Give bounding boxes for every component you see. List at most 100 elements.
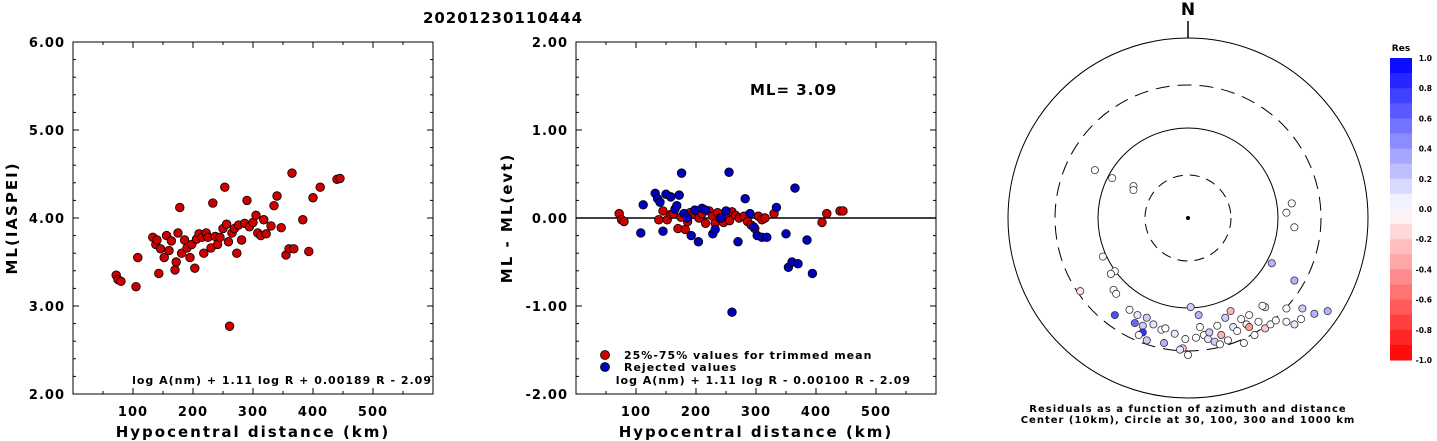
data-point (259, 215, 269, 225)
formula-text: log A(nm) + 1.11 log R - 0.00100 R - 2.0… (616, 374, 911, 387)
data-point-blue (781, 229, 791, 239)
data-point-blue (658, 226, 668, 236)
data-point (185, 252, 195, 263)
station-point (1205, 328, 1214, 337)
colorbar-tick-label: -0.6 (1416, 296, 1432, 305)
colorbar-tick-label: -1.0 (1416, 356, 1432, 365)
panel-magnitude: 100 200 300 400 500 2.00 3.00 4.00 5.00 6.00 ML(I… (3, 36, 434, 441)
data-point-blue (724, 167, 734, 177)
data-point-blue (762, 232, 772, 243)
data-point (304, 246, 314, 257)
data-point-blue (727, 307, 737, 317)
station-point (1213, 321, 1222, 330)
y-tick-label: 6.00 (29, 36, 65, 51)
data-point-blue (716, 213, 726, 223)
axis-ticks: 100 200 300 400 500 -2.00 -1.00 0.00 1.00 2.00 (526, 36, 936, 420)
station-point (1106, 269, 1115, 278)
x-tick-label: 300 (741, 405, 771, 420)
legend-marker-blue (600, 362, 610, 372)
data-point-blue (790, 183, 800, 193)
station-point (1098, 252, 1107, 261)
data-point (164, 245, 174, 256)
data-point-blue (655, 197, 665, 207)
station-point (1195, 323, 1204, 332)
station-point (1090, 166, 1099, 175)
x-axis-label: Hypocentral distance (km) (116, 423, 391, 441)
x-tick-label: 500 (358, 405, 388, 420)
data-point (315, 182, 325, 192)
legend-marker-red (600, 350, 610, 360)
data-point-blue (674, 190, 684, 200)
data-point (251, 210, 261, 221)
colorbar-swatch (1390, 73, 1412, 89)
data-point (276, 222, 286, 233)
station-point (1233, 327, 1242, 336)
station-point (1184, 350, 1193, 359)
data-point (155, 244, 166, 254)
colorbar-swatch (1390, 314, 1412, 331)
station-point (1237, 315, 1246, 324)
station-point (1226, 307, 1235, 316)
data-point-blue (676, 168, 687, 178)
y-tick-label: -2.00 (526, 388, 568, 403)
data-point (287, 168, 297, 178)
station-point (1223, 336, 1232, 345)
colorbar-tick-label: 0.4 (1419, 145, 1432, 154)
x-axis-label: Hypocentral distance (km) (619, 423, 894, 441)
y-axis-label: ML - ML(evt) (498, 153, 516, 283)
x-tick-label: 400 (298, 405, 328, 420)
colorbar-swatch (1390, 163, 1412, 180)
data-point (221, 219, 232, 229)
data-point (199, 248, 209, 258)
data-point (154, 268, 164, 279)
caption-line2: Center (10km), Circle at 30, 100, 300 an… (1021, 415, 1356, 426)
colorbar-swatch (1390, 148, 1412, 165)
colorbar-swatch (1390, 133, 1412, 150)
data-point-red (658, 206, 668, 216)
data-point (116, 276, 126, 287)
station-point (1298, 304, 1307, 313)
station-point (1191, 333, 1200, 342)
colorbar-tick-label: 0.2 (1419, 175, 1432, 184)
caption-line1: Residuals as a function of azimuth and d… (1029, 404, 1346, 415)
station-point (1130, 319, 1139, 328)
station-point (1108, 174, 1117, 183)
y-tick-label: 4.00 (29, 212, 65, 227)
y-tick-label: 2.00 (29, 388, 65, 403)
data-point-blue (793, 259, 803, 269)
x-tick-label: 200 (681, 405, 711, 420)
colorbar-title: Res (1392, 44, 1410, 54)
station-point (1076, 287, 1085, 296)
data-point-blue (700, 205, 711, 215)
station-point (1215, 340, 1224, 349)
station-point (1133, 311, 1142, 320)
station-point (1176, 345, 1185, 354)
data-point (133, 252, 143, 263)
ring-1000km (1007, 37, 1369, 399)
station-point (1323, 307, 1332, 316)
data-point (170, 265, 180, 275)
data-point-blue (771, 202, 782, 213)
data-point-red (822, 208, 832, 219)
colorbar-tick-label: -0.8 (1416, 326, 1432, 335)
colorbar-tick-label: 1.0 (1419, 54, 1432, 63)
data-point-blue (693, 237, 704, 247)
colorbar-tick-label: 0.0 (1419, 205, 1432, 214)
station-point (1112, 289, 1121, 298)
panel-polar: N Residuals as a function of azimuth and… (1007, 0, 1369, 426)
colorbar-tick-label: 0.8 (1419, 84, 1432, 93)
data-point (308, 193, 318, 203)
station-point (1110, 311, 1119, 320)
y-tick-label: 0.00 (532, 212, 568, 227)
x-tick-label: 400 (801, 405, 831, 420)
y-tick-label: 3.00 (29, 300, 65, 315)
y-tick-label: 5.00 (29, 124, 65, 139)
data-point-red (654, 215, 664, 225)
data-point (166, 236, 177, 246)
colorbar-swatch (1390, 118, 1412, 134)
x-tick-label: 100 (621, 405, 651, 420)
station-point (1258, 301, 1267, 310)
data-point (242, 195, 252, 206)
data-point (236, 235, 247, 245)
station-point (1261, 324, 1270, 333)
